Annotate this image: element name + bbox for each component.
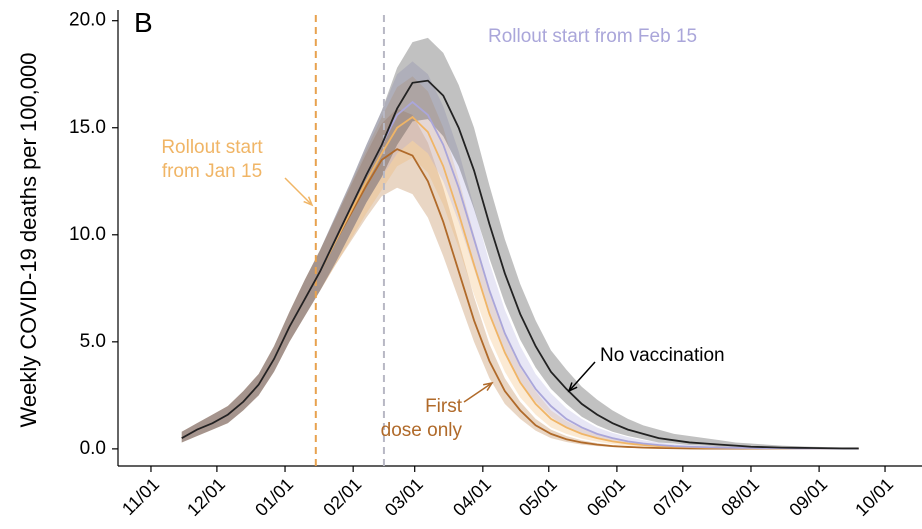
annotation: Rollout start [161,137,263,158]
annotation-arrow [284,177,313,206]
x-tick-label: 10/01 [851,474,897,520]
arrow-head [303,196,314,207]
uncertainty-band [181,61,859,449]
series-line [181,115,859,450]
series-line [181,79,859,450]
annotation-arrow [463,382,493,403]
x-tick-label: 05/01 [515,474,561,520]
arrow-head [483,381,494,391]
uncertainty-band [181,76,859,449]
y-tick-label: 10.0 [69,224,106,245]
y-tick-label: 15.0 [69,117,106,138]
annotation-arrow [568,361,596,392]
x-tick-label: 09/01 [785,474,831,520]
annotation: from Jan 15 [162,161,262,182]
x-tick-label: 07/01 [649,474,695,520]
x-tick-label: 01/01 [251,474,297,520]
x-tick-label: 06/01 [583,474,629,520]
x-tick-label: 12/01 [183,474,229,520]
x-tick-label: 11/01 [118,474,163,519]
uncertainty-band [181,108,859,449]
y-tick-label: 5.0 [80,331,106,352]
x-tick-label: 02/01 [319,474,365,520]
annotation: Rollout start from Feb 15 [488,26,697,47]
annotation: No vaccination [600,345,725,366]
y-axis-label: Weekly COVID-19 deaths per 100,000 [16,52,41,427]
panel-label: B [134,7,153,38]
x-tick-label: 08/01 [717,474,763,520]
y-tick-label: 0.0 [80,438,106,459]
x-tick-label: 04/01 [449,474,495,520]
annotation: dose only [381,420,463,441]
annotation: First [425,396,463,417]
x-tick-label: 03/01 [381,474,427,520]
y-tick-label: 20.0 [69,10,106,31]
arrow-head [567,382,578,393]
